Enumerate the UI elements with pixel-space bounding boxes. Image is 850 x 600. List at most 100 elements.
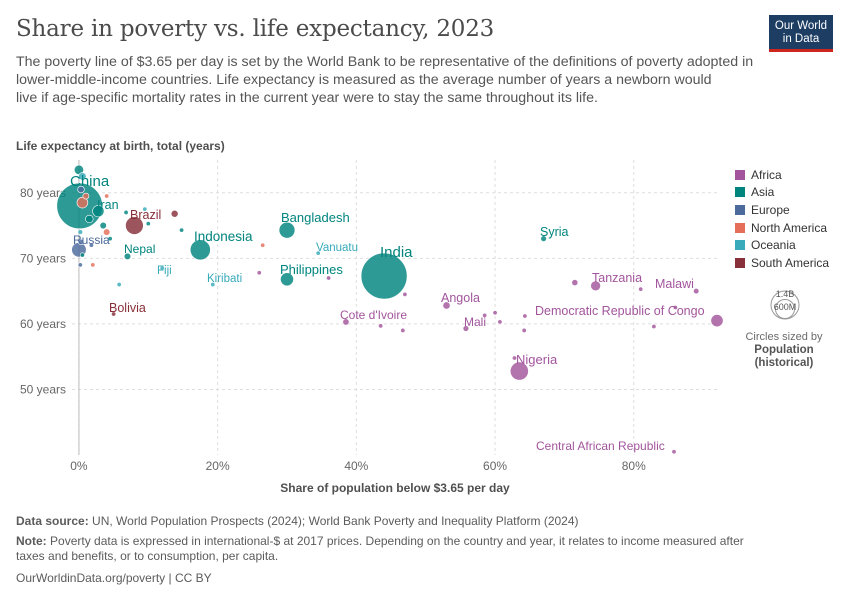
source-note: Data source: UN, World Population Prospe…: [16, 514, 579, 529]
legend-item-north-america[interactable]: North America: [735, 219, 829, 237]
point-label: Malawi: [655, 277, 694, 291]
point-label: Indonesia: [194, 229, 253, 244]
logo-line: Our World: [774, 20, 828, 32]
point-label: Cote d'Ivoire: [340, 308, 407, 322]
legend-item-asia[interactable]: Asia: [735, 184, 829, 202]
data-point: [315, 250, 321, 256]
data-point: [497, 319, 503, 325]
point-label: Bolivia: [109, 301, 146, 315]
point-label: Fiji: [157, 265, 172, 277]
x-axis-title: Share of population below $3.65 per day: [280, 481, 510, 495]
data-point: [540, 235, 547, 242]
data-point: [571, 279, 579, 286]
point-label: Kiribati: [207, 273, 242, 285]
data-point: [77, 238, 85, 245]
point-label: Mali: [464, 315, 486, 329]
data-point: [482, 312, 488, 318]
data-point: [104, 193, 110, 199]
legend-label: South America: [751, 255, 830, 270]
point-label: Bangladesh: [281, 210, 350, 225]
point-label: China: [70, 173, 110, 190]
y-tick-label: 70 years: [20, 251, 66, 265]
data-point: [103, 228, 111, 236]
data-point: [99, 221, 107, 230]
y-axis-title: Life expectancy at birth, total (years): [16, 139, 225, 153]
y-tick-label: 60 years: [20, 317, 66, 331]
data-point: [90, 262, 96, 268]
chart-subtitle: The poverty line of $3.65 per day is set…: [16, 53, 756, 107]
data-point: [107, 236, 113, 242]
legend-swatch: [735, 222, 745, 233]
legend-label: Asia: [751, 185, 775, 200]
legend-swatch: [735, 169, 745, 180]
data-point: [189, 239, 211, 261]
legend-item-africa[interactable]: Africa: [735, 166, 829, 184]
data-point: [671, 449, 677, 455]
y-tick-label: 50 years: [20, 382, 66, 396]
data-point: [378, 323, 384, 329]
subtitle-line: The poverty line of $3.65 per day is set…: [16, 54, 754, 70]
data-point: [78, 172, 87, 181]
data-point: [651, 324, 657, 330]
region-legend: Africa Asia Europe North America Oceania…: [735, 166, 829, 272]
data-point: [88, 242, 94, 248]
x-tick-label: 40%: [344, 459, 368, 473]
point-label: Syria: [540, 225, 569, 239]
legend-item-south-america[interactable]: South America: [735, 254, 829, 272]
data-point: [590, 280, 601, 292]
logo-line: in Data: [782, 33, 820, 45]
point-label: Angola: [441, 291, 480, 305]
note-text: Poverty data is expressed in internation…: [50, 534, 744, 548]
point-label: India: [380, 244, 413, 261]
data-point: [145, 221, 151, 227]
note-label: Note:: [16, 534, 47, 548]
data-point: [521, 327, 527, 333]
legend-item-europe[interactable]: Europe: [735, 201, 829, 219]
data-point: [511, 355, 517, 361]
data-point: [638, 286, 644, 292]
point-label: Vanuatu: [316, 242, 358, 254]
data-point: [260, 242, 266, 248]
data-point: [170, 209, 179, 218]
point-label: Brazil: [130, 208, 161, 222]
legend-label: North America: [751, 220, 828, 235]
point-label: Philippines: [280, 262, 343, 277]
size-legend-circle-small: [775, 299, 795, 319]
data-point: [123, 209, 129, 215]
data-point: [82, 192, 90, 200]
data-point: [693, 288, 700, 295]
license-link[interactable]: OurWorldinData.org/poverty | CC BY: [16, 571, 212, 585]
size-caption: Circles sized by: [745, 331, 823, 343]
data-point: [280, 272, 294, 287]
data-point: [210, 282, 216, 288]
legend-swatch: [735, 257, 745, 268]
data-point: [179, 227, 185, 233]
data-point: [462, 325, 470, 332]
data-point: [442, 301, 451, 310]
footnote: Note: Poverty data is expressed in inter…: [16, 534, 744, 564]
x-tick-label: 0%: [70, 459, 88, 473]
subtitle-line: lower-middle-income countries. Life expe…: [16, 72, 712, 88]
data-point: [76, 196, 89, 209]
data-point: [77, 229, 83, 235]
point-label: Iran: [97, 198, 119, 212]
data-point: [142, 206, 148, 212]
note-text: taxes and benefits, or to consumption, p…: [16, 549, 279, 563]
size-legend-label: 600M: [774, 302, 797, 312]
point-label: Nigeria: [516, 352, 558, 367]
legend-item-oceania[interactable]: Oceania: [735, 236, 829, 254]
point-label: Tanzania: [592, 271, 642, 285]
data-point: [256, 270, 262, 276]
point-label: Democratic Republic of Congo: [535, 304, 705, 318]
owid-logo[interactable]: Our World in Data: [769, 15, 833, 52]
data-point: [360, 252, 408, 300]
legend-label: Europe: [751, 202, 790, 217]
data-point: [159, 265, 165, 271]
point-label: Russia: [73, 233, 110, 247]
x-tick-label: 20%: [206, 459, 230, 473]
data-point: [672, 304, 678, 310]
size-variable: Population: [754, 344, 814, 356]
data-point: [77, 185, 85, 194]
source-label: Data source:: [16, 514, 89, 528]
